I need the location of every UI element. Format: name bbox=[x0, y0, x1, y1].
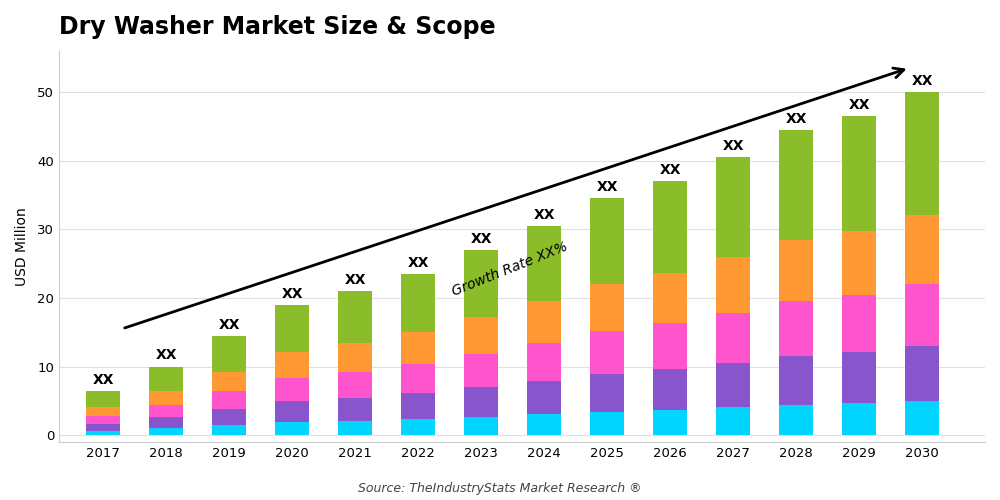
Bar bbox=[275, 378, 309, 402]
Bar bbox=[401, 394, 435, 419]
Bar bbox=[842, 352, 876, 404]
Bar bbox=[212, 336, 246, 372]
Bar bbox=[653, 181, 687, 272]
Text: XX: XX bbox=[848, 98, 870, 112]
Text: XX: XX bbox=[155, 348, 177, 362]
Bar bbox=[149, 428, 183, 436]
Text: Dry Washer Market Size & Scope: Dry Washer Market Size & Scope bbox=[59, 15, 496, 39]
Bar bbox=[464, 387, 498, 416]
Bar bbox=[779, 404, 813, 436]
Text: XX: XX bbox=[407, 256, 429, 270]
Bar bbox=[464, 416, 498, 436]
Bar bbox=[842, 404, 876, 436]
Bar bbox=[716, 408, 750, 436]
Bar bbox=[149, 366, 183, 392]
Bar bbox=[212, 392, 246, 409]
Text: XX: XX bbox=[218, 318, 240, 332]
Bar bbox=[86, 431, 120, 436]
Bar bbox=[590, 412, 624, 436]
Bar bbox=[401, 274, 435, 332]
Text: Growth Rate XX%: Growth Rate XX% bbox=[450, 240, 569, 299]
Bar bbox=[338, 291, 372, 343]
Bar bbox=[401, 332, 435, 364]
Y-axis label: USD Million: USD Million bbox=[15, 207, 29, 286]
Bar bbox=[338, 372, 372, 398]
Bar bbox=[527, 414, 561, 436]
Bar bbox=[716, 363, 750, 408]
Bar bbox=[149, 418, 183, 428]
Text: XX: XX bbox=[344, 273, 366, 287]
Bar bbox=[716, 313, 750, 363]
Bar bbox=[149, 392, 183, 405]
Bar bbox=[212, 410, 246, 426]
Text: XX: XX bbox=[281, 286, 303, 300]
Bar bbox=[590, 374, 624, 412]
Bar bbox=[716, 258, 750, 313]
Bar bbox=[86, 416, 120, 424]
Bar bbox=[842, 295, 876, 352]
Bar bbox=[779, 130, 813, 240]
Text: XX: XX bbox=[92, 372, 114, 386]
Bar bbox=[716, 157, 750, 258]
Bar bbox=[653, 324, 687, 369]
Text: XX: XX bbox=[470, 232, 492, 245]
Bar bbox=[527, 226, 561, 301]
Bar bbox=[275, 422, 309, 436]
Bar bbox=[905, 284, 939, 346]
Bar bbox=[527, 343, 561, 381]
Text: XX: XX bbox=[785, 112, 807, 126]
Bar bbox=[464, 250, 498, 316]
Bar bbox=[149, 405, 183, 417]
Bar bbox=[842, 231, 876, 295]
Bar bbox=[86, 406, 120, 416]
Bar bbox=[527, 381, 561, 414]
Bar bbox=[842, 116, 876, 231]
Bar bbox=[905, 216, 939, 284]
Bar bbox=[338, 421, 372, 436]
Bar bbox=[464, 316, 498, 354]
Bar bbox=[905, 401, 939, 436]
Bar bbox=[779, 356, 813, 405]
Bar bbox=[338, 343, 372, 372]
Bar bbox=[527, 301, 561, 343]
Bar bbox=[653, 369, 687, 410]
Text: XX: XX bbox=[911, 74, 933, 88]
Text: XX: XX bbox=[722, 139, 744, 153]
Bar bbox=[212, 372, 246, 392]
Bar bbox=[653, 272, 687, 324]
Bar bbox=[275, 352, 309, 378]
Bar bbox=[464, 354, 498, 387]
Bar bbox=[401, 364, 435, 394]
Bar bbox=[86, 424, 120, 431]
Text: XX: XX bbox=[533, 208, 555, 222]
Text: XX: XX bbox=[596, 180, 618, 194]
Bar bbox=[338, 398, 372, 421]
Bar bbox=[653, 410, 687, 436]
Bar bbox=[590, 284, 624, 331]
Text: XX: XX bbox=[659, 163, 681, 177]
Bar bbox=[590, 198, 624, 284]
Bar bbox=[86, 390, 120, 406]
Bar bbox=[905, 346, 939, 401]
Bar bbox=[905, 92, 939, 216]
Bar bbox=[275, 305, 309, 352]
Bar bbox=[779, 240, 813, 301]
Bar bbox=[779, 301, 813, 356]
Bar bbox=[212, 426, 246, 436]
Text: Source: TheIndustryStats Market Research ®: Source: TheIndustryStats Market Research… bbox=[358, 482, 642, 495]
Bar bbox=[275, 402, 309, 422]
Bar bbox=[401, 419, 435, 436]
Bar bbox=[590, 331, 624, 374]
